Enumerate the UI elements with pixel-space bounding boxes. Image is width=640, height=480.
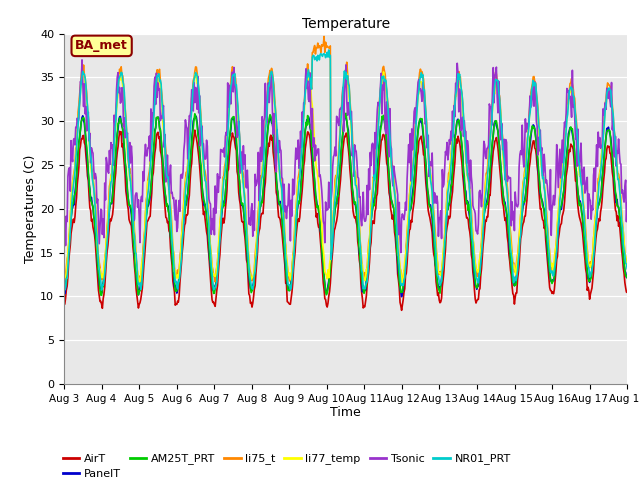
NR01_PRT (129, 210, 137, 216)
Tsonic (397, 250, 404, 255)
Text: BA_met: BA_met (76, 39, 128, 52)
AM25T_PRT (623, 275, 631, 281)
li75_t (128, 195, 136, 201)
li77_temp (128, 194, 136, 200)
PanelT (432, 266, 440, 272)
AM25T_PRT (216, 235, 224, 241)
Legend: AirT, PanelT, AM25T_PRT, li75_t, li77_temp, Tsonic, NR01_PRT: AirT, PanelT, AM25T_PRT, li75_t, li77_te… (58, 449, 515, 480)
li75_t (320, 34, 328, 39)
Tsonic (432, 200, 440, 206)
X-axis label: Time: Time (330, 407, 361, 420)
Line: Tsonic: Tsonic (64, 60, 627, 252)
Y-axis label: Temperatures (C): Temperatures (C) (24, 155, 37, 263)
PanelT (60, 288, 68, 294)
li75_t (432, 243, 440, 249)
Tsonic (623, 201, 631, 206)
PanelT (128, 221, 136, 227)
li77_temp (186, 129, 194, 134)
Line: PanelT: PanelT (64, 115, 627, 297)
AirT (416, 136, 424, 142)
Tsonic (416, 87, 424, 93)
li75_t (216, 222, 224, 228)
NR01_PRT (432, 252, 440, 258)
Tsonic (70, 136, 78, 142)
AirT (128, 232, 136, 238)
li77_temp (70, 171, 78, 177)
PanelT (398, 294, 406, 300)
NR01_PRT (325, 47, 333, 53)
AirT (60, 301, 68, 307)
AM25T_PRT (342, 110, 350, 116)
li77_temp (432, 250, 440, 255)
li75_t (623, 260, 631, 266)
Line: AM25T_PRT: AM25T_PRT (64, 113, 627, 295)
Tsonic (216, 175, 224, 181)
PanelT (215, 244, 223, 250)
Title: Temperature: Temperature (301, 17, 390, 31)
NR01_PRT (186, 132, 194, 137)
li77_temp (416, 78, 424, 84)
Tsonic (60, 222, 68, 228)
NR01_PRT (416, 78, 424, 84)
PanelT (70, 202, 78, 208)
PanelT (416, 118, 424, 124)
AirT (186, 192, 193, 198)
li77_temp (60, 280, 68, 286)
NR01_PRT (216, 236, 224, 242)
li77_temp (216, 222, 224, 228)
PanelT (186, 166, 193, 172)
AM25T_PRT (70, 193, 78, 199)
AirT (191, 127, 198, 133)
AM25T_PRT (98, 292, 106, 298)
NR01_PRT (70, 175, 78, 181)
Tsonic (129, 204, 137, 209)
AM25T_PRT (129, 230, 137, 236)
PanelT (341, 112, 349, 118)
Tsonic (186, 114, 194, 120)
li77_temp (623, 260, 631, 266)
li75_t (60, 278, 68, 284)
AM25T_PRT (186, 158, 194, 164)
AirT (70, 220, 78, 226)
AirT (216, 252, 224, 258)
li75_t (137, 279, 145, 285)
Tsonic (78, 57, 86, 63)
li75_t (416, 70, 424, 76)
AirT (398, 307, 406, 313)
AirT (623, 289, 631, 295)
AM25T_PRT (60, 288, 68, 293)
AM25T_PRT (416, 117, 424, 123)
PanelT (623, 275, 631, 280)
Line: AirT: AirT (64, 130, 627, 310)
Line: li77_temp: li77_temp (64, 72, 627, 284)
AirT (432, 279, 440, 285)
li75_t (186, 122, 194, 128)
NR01_PRT (98, 287, 106, 293)
li77_temp (135, 281, 143, 287)
NR01_PRT (623, 266, 631, 272)
NR01_PRT (60, 279, 68, 285)
Line: li75_t: li75_t (64, 36, 627, 282)
li77_temp (380, 69, 387, 75)
Line: NR01_PRT: NR01_PRT (64, 50, 627, 290)
AM25T_PRT (432, 267, 440, 273)
li75_t (70, 168, 78, 174)
